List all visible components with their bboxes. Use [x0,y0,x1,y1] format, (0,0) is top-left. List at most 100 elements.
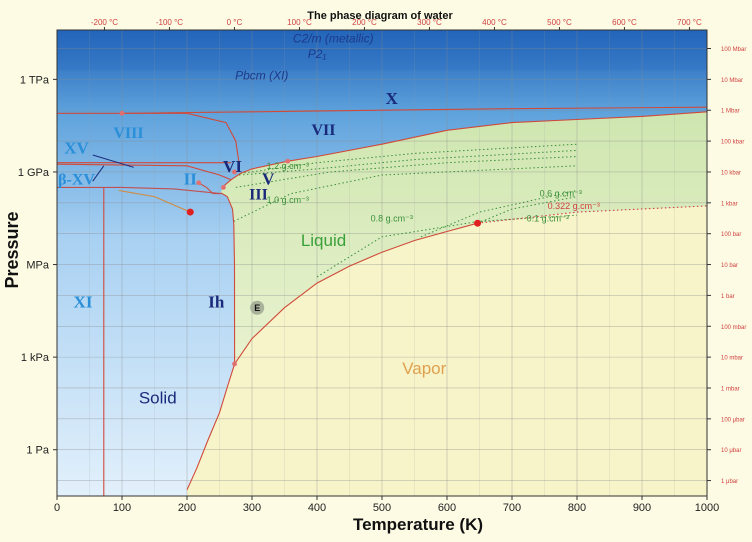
x-tick-label: 500 [373,502,391,514]
xv-pointer [92,154,134,168]
boundary-vii-viii [57,112,240,163]
y-tick-bar-label: 10 kbar [721,170,741,176]
beta-xv-pointer [92,165,105,182]
phase-label: VIII [113,125,143,142]
phase-labels: Solid Liquid Vapor C2/m (metallic) P2₁ Pbcm (… [58,31,600,407]
glass-point [186,208,194,216]
x-tick-label: 900 [633,502,651,514]
x-tick-label: 400 [308,502,326,514]
x-tick-celsius-label: 200 °C [352,18,377,27]
boundary-supercritical [477,205,707,224]
y-tick-bar-label: 1 kbar [721,201,738,207]
y-tick-label: 1 GPa [18,167,50,179]
e-marker-label: E [254,303,260,313]
boundary-vaporization [234,222,478,365]
y-axis-label: Pressure [2,211,22,288]
phase-label: III [249,187,268,204]
y-tick-bar-label: 10 Mbar [721,78,743,84]
x-tick-celsius-label: -200 °C [91,18,118,27]
phase-label: II [184,169,198,188]
region-label-solid: Solid [139,388,177,407]
x-tick-celsius-label: 300 °C [417,18,442,27]
density-label: 0.8 g.cm⁻³ [371,213,413,223]
phase-label: XI [74,293,93,312]
x-tick-celsius-label: 0 °C [227,18,243,27]
boundary-vi-ii [57,163,232,181]
chart-title: The phase diagram of water [307,10,453,22]
phase-label: C2/m (metallic) [293,31,374,45]
density-label: 0.6 g.cm⁻³ [540,189,582,199]
phase-label: β-XV [58,171,95,188]
boundary-glass-transition [118,189,191,213]
triple-point-ii [196,180,202,186]
phase-boundaries [57,106,707,496]
e-marker [250,300,265,315]
x-axis-label: Temperature (K) [353,515,483,534]
x-tick-label: 0 [54,502,60,514]
x-tick-celsius-label: 100 °C [287,18,312,27]
grid-lines [57,30,707,496]
density-isochore [477,196,578,224]
triple-point-vii [285,158,291,164]
region-label-liquid: Liquid [301,231,346,250]
critical-point [474,219,482,227]
phase-label: Ih [208,293,225,312]
triple-point-vi [232,169,237,175]
x-tick-celsius-label: 700 °C [677,18,702,27]
phase-label: X [386,89,399,108]
density-label: 0.322 g.cm⁻³ [548,201,600,211]
x-tick-celsius-label: 400 °C [482,18,507,27]
x-tick-label: 200 [178,502,196,514]
density-label: 0.1 g.cm⁻³ [527,213,569,223]
triple-point [232,361,237,367]
y-tick-label: MPa [26,260,50,272]
y-tick-bar-label: 10 mbar [721,356,743,362]
x-tick-celsius-label: -100 °C [156,18,183,27]
phase-label: P2₁ [308,47,327,61]
phase-label: VI [223,157,242,176]
y-tick-label: 1 Pa [26,445,50,457]
phase-label: VII [311,122,335,139]
boundary-sublimation [186,363,236,491]
y-tick-bar-label: 1 μbar [721,479,738,485]
x-tick-celsius-label: 600 °C [612,18,637,27]
triple-point-viii [119,110,125,116]
y-tick-bar-label: 100 bar [721,232,741,238]
boundary-melting-ih [220,192,236,364]
density-label: 1.0 g.cm⁻³ [267,195,309,205]
density-isochore [420,190,578,238]
y-tick-label: 1 TPa [20,74,50,86]
y-tick-bar-label: 1 bar [721,294,735,300]
y-tick-bar-label: 100 Mbar [721,47,746,53]
phase-label: Pbcm (XI) [235,68,288,82]
density-label: 1.2 g.cm⁻³ [267,161,309,171]
x-tick-label: 100 [113,502,131,514]
phase-label: V [262,169,275,188]
x-tick-celsius-label: 500 °C [547,18,572,27]
y-tick-bar-label: 1 mbar [721,386,740,392]
x-tick-label: 600 [438,502,456,514]
phase-label: XV [64,138,89,157]
y-tick-label: 1 kPa [21,352,50,364]
special-points: E [119,110,482,367]
y-tick-bar-label: 10 bar [721,263,738,269]
x-tick-label: 800 [568,502,586,514]
density-isochore [240,143,578,174]
axes: 0 100 200 300 400 500 600 700 800 900 1000 -200 °C -… [18,18,747,514]
x-tick-label: 700 [503,502,521,514]
liquid-region-fill [220,111,707,364]
y-tick-bar-label: 100 kbar [721,140,744,146]
y-tick-bar-label: 1 Mbar [721,109,740,115]
boundary-melting-high [222,111,707,188]
boundary-x-vii [121,106,707,114]
boundary-hdl-ldl [57,186,221,195]
x-tick-label: 1000 [695,502,719,514]
x-tick-label: 300 [243,502,261,514]
y-tick-bar-label: 100 μbar [721,417,745,423]
density-isochores [233,143,578,278]
triple-point-iii-v [221,184,226,190]
y-tick-bar-label: 100 mbar [721,325,746,331]
y-tick-bar-label: 10 μbar [721,448,741,454]
region-label-vapor: Vapor [402,359,446,378]
